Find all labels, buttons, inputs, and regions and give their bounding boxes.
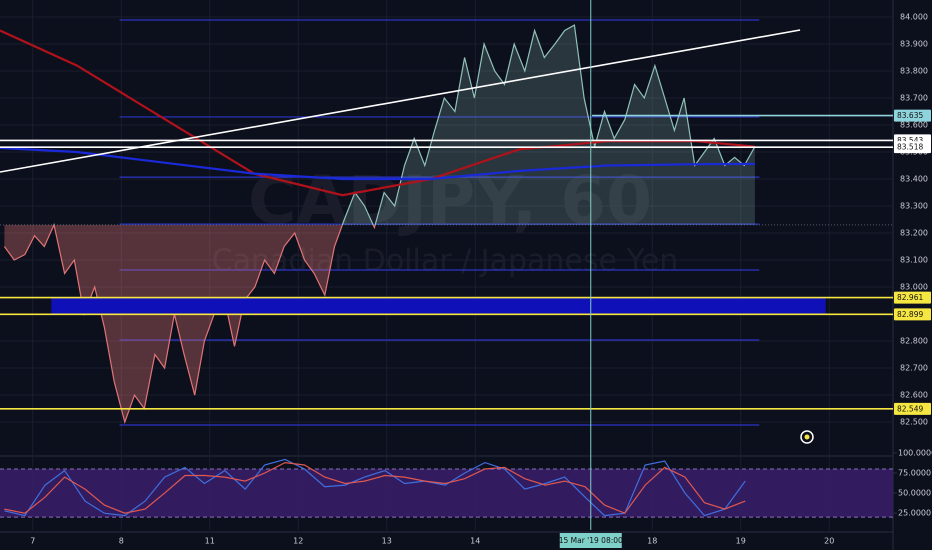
x-tick-label: 14 (470, 537, 480, 546)
y-tick-label: 83.800 (900, 67, 928, 76)
oscillator-tick-label: 50.0000 (898, 489, 931, 498)
trendline (0, 29, 801, 173)
y-tick-label: 83.000 (900, 283, 928, 292)
y-tick-label: 83.900 (900, 40, 928, 49)
price-area (4, 25, 755, 423)
y-tick-label: 83.100 (900, 256, 928, 265)
x-tick-label: 20 (824, 537, 834, 546)
crosshair-badge (559, 533, 622, 548)
level-label: 82.899 (897, 310, 923, 319)
level-label: 83.518 (897, 143, 923, 152)
x-tick-label: 7 (30, 537, 35, 546)
x-tick-label: 8 (119, 537, 124, 546)
y-tick-label: 83.700 (900, 94, 928, 103)
y-tick-label: 83.300 (900, 202, 928, 211)
x-tick-label: 18 (647, 537, 657, 546)
settings-icon[interactable] (800, 430, 814, 444)
level-label: 82.549 (897, 404, 923, 413)
oscillator-tick-label: 100.0000 (898, 449, 932, 458)
x-tick-label: 13 (382, 537, 392, 546)
moving-average (0, 146, 755, 181)
y-tick-label: 82.700 (900, 364, 928, 373)
y-tick-label: 83.400 (900, 175, 928, 184)
zone (51, 297, 826, 315)
y-tick-label: 82.600 (900, 391, 928, 400)
level-badge (894, 291, 931, 304)
oscillator-tick-label: 75.0000 (898, 469, 931, 478)
y-tick-label: 82.800 (900, 337, 928, 346)
settings-icon-dot (804, 434, 810, 440)
watermark-subtitle: Canadian Dollar / Japanese Yen (212, 244, 679, 279)
level-badge (894, 109, 931, 122)
x-tick-label: 12 (293, 537, 303, 546)
level-badge (894, 402, 931, 415)
level-label: 83.635 (897, 111, 923, 120)
level-badge (894, 308, 931, 321)
oscillator-line (4, 461, 746, 514)
y-tick-label: 82.500 (900, 418, 928, 427)
crosshair-label: 15 Mar '19 08:00 (559, 536, 623, 545)
y-tick-label: 83.200 (900, 229, 928, 238)
oscillator-line (4, 458, 746, 517)
level-label: 83.543 (897, 136, 923, 145)
oscillator-tick-label: 25.0000 (898, 509, 931, 518)
level-label: 82.961 (897, 293, 923, 302)
x-tick-label: 11 (205, 537, 215, 546)
x-tick-label: 19 (736, 537, 746, 546)
y-tick-label: 84.000 (900, 13, 928, 22)
y-tick-label: 83.600 (900, 121, 928, 130)
level-badge (894, 141, 931, 154)
oscillator-band (0, 469, 893, 518)
